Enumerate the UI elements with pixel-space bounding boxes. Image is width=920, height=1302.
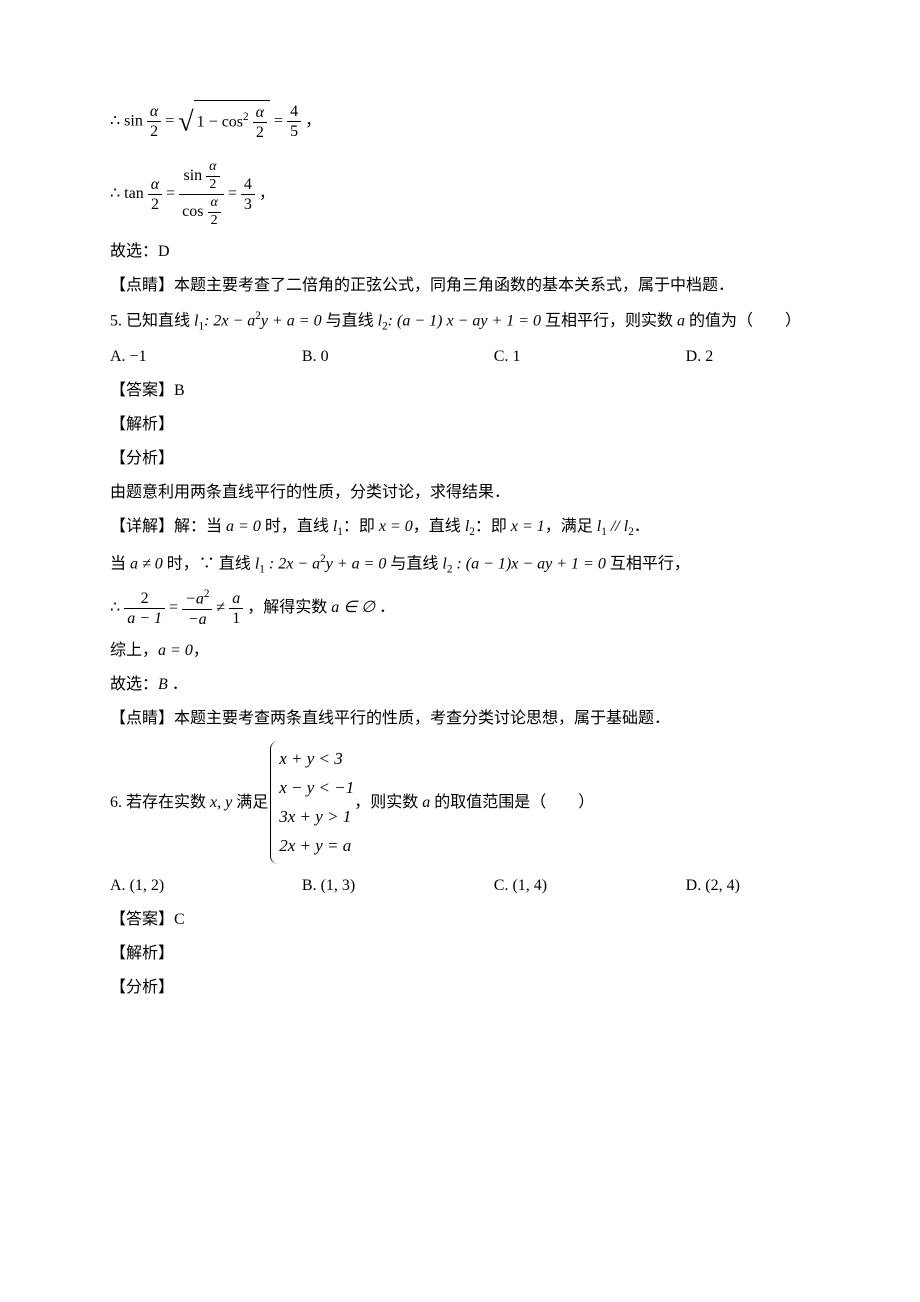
equation-sin: ∴ sin α 2 = √ 1 − cos2 α 2 = 4 5 ， bbox=[110, 100, 820, 143]
frac: a 1 bbox=[229, 589, 243, 628]
frac-big: sin α 2 cos α 2 bbox=[179, 159, 224, 229]
sqrt: √ 1 − cos2 α 2 bbox=[178, 100, 270, 143]
comma: ， bbox=[259, 185, 275, 202]
frac-result: 4 3 bbox=[241, 175, 255, 214]
frac: α 2 bbox=[148, 175, 162, 214]
frac: 2 a − 1 bbox=[124, 589, 165, 628]
text: ∴ sin bbox=[110, 112, 143, 129]
choice-a: A. −1 bbox=[110, 345, 302, 369]
dianjing-2: 【点睛】本题主要考查两条直线平行的性质，考查分类讨论思想，属于基础题． bbox=[110, 707, 820, 731]
constraint-3: 3x + y > 1 bbox=[279, 803, 354, 832]
question-6: 6. 若存在实数 x, y 满足 x + y < 3 x − y < −1 3x… bbox=[110, 741, 820, 865]
q5-detail-1: 【详解】解：当 a = 0 时，直线 l1：即 x = 0，直线 l2：即 x … bbox=[110, 515, 820, 541]
q5-analysis: 由题意利用两条直线平行的性质，分类讨论，求得结果． bbox=[110, 481, 820, 505]
select-answer: 故选：D bbox=[110, 240, 820, 264]
equals: = bbox=[166, 185, 179, 202]
jiexi-label: 【解析】 bbox=[110, 413, 820, 437]
answer-label: 【答案】B bbox=[110, 379, 820, 403]
q5-detail-3: ∴ 2 a − 1 = −a2 −a ≠ a 1 ，解得实数 a ∈ ∅ ． bbox=[110, 588, 820, 629]
choice-a: A. (1, 2) bbox=[110, 874, 302, 898]
comma: ， bbox=[305, 112, 321, 129]
choice-c: C. (1, 4) bbox=[494, 874, 686, 898]
answer-label: 【答案】C bbox=[110, 908, 820, 932]
choice-b: B. (1, 3) bbox=[302, 874, 494, 898]
brace-system: x + y < 3 x − y < −1 3x + y > 1 2x + y =… bbox=[270, 741, 354, 865]
frac: −a2 −a bbox=[182, 588, 212, 629]
jiexi-label: 【解析】 bbox=[110, 942, 820, 966]
dianjing: 【点睛】本题主要考查了二倍角的正弦公式，同角三角函数的基本关系式，属于中档题． bbox=[110, 274, 820, 298]
fenxi-label: 【分析】 bbox=[110, 976, 820, 1000]
equation-tan: ∴ tan α 2 = sin α 2 cos α 2 = 4 3 ， bbox=[110, 159, 820, 229]
q5-zongshang: 综上，a = 0， bbox=[110, 639, 820, 663]
question-5: 5. 已知直线 l1: 2x − a2y + a = 0 与直线 l2: (a … bbox=[110, 308, 820, 335]
q6-choices: A. (1, 2) B. (1, 3) C. (1, 4) D. (2, 4) bbox=[110, 874, 820, 898]
q5-choices: A. −1 B. 0 C. 1 D. 2 bbox=[110, 345, 820, 369]
choice-d: D. 2 bbox=[686, 345, 820, 369]
q5-select: 故选：B ． bbox=[110, 673, 820, 697]
fenxi-label: 【分析】 bbox=[110, 447, 820, 471]
constraint-2: x − y < −1 bbox=[279, 774, 354, 803]
choice-b: B. 0 bbox=[302, 345, 494, 369]
frac-result: 4 5 bbox=[287, 102, 301, 141]
choice-d: D. (2, 4) bbox=[686, 874, 820, 898]
text: 5. 已知直线 bbox=[110, 312, 194, 329]
constraint-4: 2x + y = a bbox=[279, 832, 354, 861]
equals: = bbox=[165, 112, 178, 129]
choice-c: C. 1 bbox=[494, 345, 686, 369]
constraint-1: x + y < 3 bbox=[279, 745, 354, 774]
q5-detail-2: 当 a ≠ 0 时，∵ 直线 l1 : 2x − a2y + a = 0 与直线… bbox=[110, 551, 820, 578]
text: ∴ tan bbox=[110, 185, 144, 202]
frac: α 2 bbox=[147, 102, 161, 141]
